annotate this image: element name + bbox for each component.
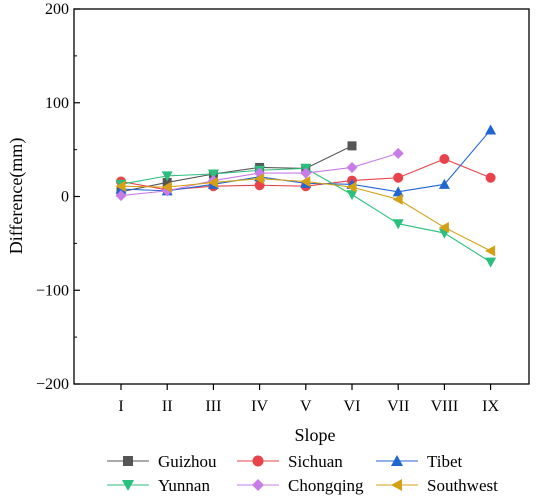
series-guizhou: [116, 141, 357, 197]
x-tick-label: VI: [344, 398, 361, 415]
y-tick-label: 100: [45, 95, 69, 112]
legend-label: Guizhou: [158, 452, 217, 471]
x-tick-label: III: [205, 398, 221, 415]
y-tick-label: 200: [45, 1, 69, 18]
series-southwest: [115, 173, 496, 257]
y-axis-title: Difference(mm): [6, 138, 27, 255]
data-point-tibet: [438, 178, 450, 189]
x-axis-title: Slope: [294, 425, 335, 445]
legend-label: Sichuan: [288, 452, 343, 471]
legend-item-yunnan: Yunnan: [107, 476, 210, 495]
legend-marker: [391, 455, 403, 466]
data-point-yunnan: [485, 257, 497, 268]
data-point-southwest: [485, 245, 496, 257]
data-point-southwest: [207, 176, 218, 188]
legend-marker: [252, 455, 264, 467]
data-point-yunnan: [346, 190, 358, 201]
legend-label: Tibet: [427, 452, 463, 471]
data-point-southwest: [346, 181, 357, 193]
legend-item-chongqing: Chongqing: [237, 476, 364, 495]
data-point-guizhou: [162, 177, 172, 187]
data-point-chongqing: [346, 161, 358, 173]
data-point-tibet: [485, 124, 497, 135]
series-line-guizhou: [120, 145, 353, 193]
x-tick-label: II: [162, 398, 173, 415]
y-tick-label: −200: [36, 376, 69, 393]
legend-marker: [122, 480, 134, 491]
legend-marker: [391, 479, 402, 491]
data-point-southwest: [161, 181, 172, 193]
x-tick-label: VII: [387, 398, 409, 415]
data-point-sichuan: [439, 154, 450, 164]
data-point-sichuan: [393, 172, 404, 183]
data-point-southwest: [300, 176, 311, 187]
data-point-tibet: [392, 186, 404, 197]
legend-item-guizhou: Guizhou: [107, 452, 217, 471]
x-tick-label: V: [300, 398, 312, 415]
x-tick-label: VIII: [431, 398, 459, 415]
data-point-yunnan: [392, 219, 404, 230]
legend-label: Yunnan: [158, 476, 210, 495]
x-tick-label: IV: [251, 398, 268, 415]
legend-item-tibet: Tibet: [376, 452, 463, 471]
data-point-yunnan: [207, 169, 219, 180]
legend-item-southwest: Southwest: [376, 476, 498, 495]
legend: Guizhou Sichuan Tibet Yunnan Chongqing Southw…: [107, 452, 498, 495]
y-tick-label: 0: [61, 189, 69, 206]
plot-frame: [73, 8, 530, 385]
series-chongqing: [115, 147, 404, 202]
chart-series: [115, 124, 497, 268]
data-point-yunnan: [161, 171, 173, 182]
data-point-southwest: [438, 221, 449, 233]
data-point-southwest: [115, 180, 126, 192]
x-tick-label: IX: [482, 398, 499, 415]
data-point-sichuan: [485, 172, 496, 183]
data-point-chongqing: [300, 167, 312, 179]
x-tick-label: I: [118, 398, 123, 415]
y-tick-label: −100: [36, 282, 69, 299]
data-point-southwest: [254, 173, 265, 185]
legend-marker: [252, 479, 264, 491]
data-point-chongqing: [392, 147, 404, 159]
data-point-chongqing: [115, 190, 127, 202]
legend-marker: [123, 456, 133, 466]
data-point-southwest: [392, 193, 403, 205]
data-point-guizhou: [347, 141, 357, 151]
legend-item-sichuan: Sichuan: [237, 452, 343, 471]
legend-label: Southwest: [427, 476, 498, 495]
series-tibet: [115, 124, 497, 197]
legend-label: Chongqing: [288, 476, 364, 495]
